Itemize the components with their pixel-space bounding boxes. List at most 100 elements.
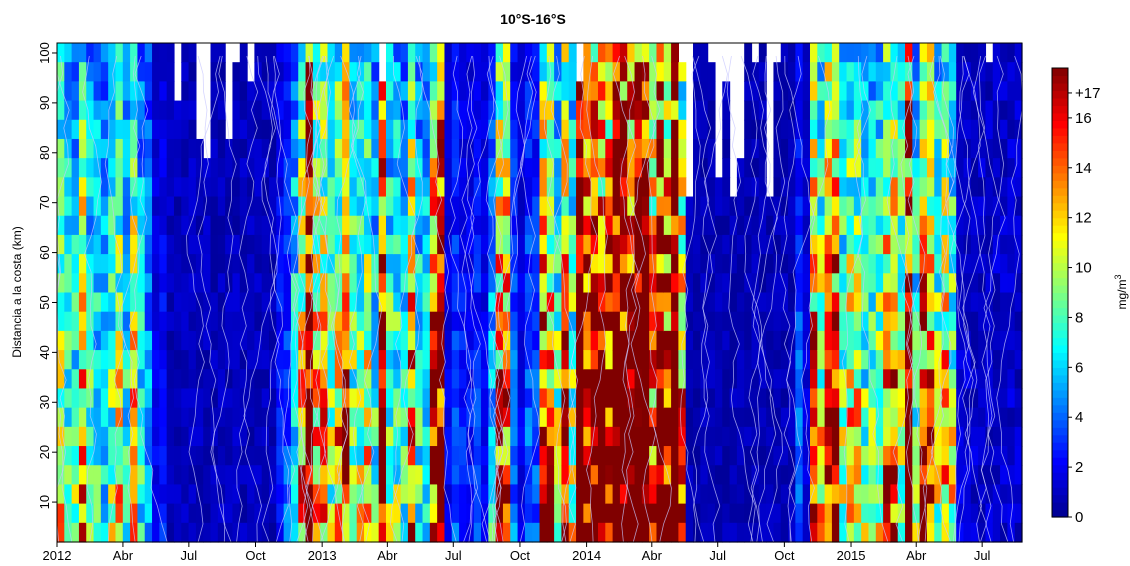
heatmap-cell — [57, 522, 65, 543]
heatmap-cell — [839, 522, 848, 543]
heatmap-cell — [839, 465, 848, 486]
heatmap-cell — [393, 446, 402, 466]
heatmap-cell — [371, 62, 380, 82]
heatmap-cell — [115, 196, 124, 217]
heatmap-cell — [495, 100, 504, 121]
heatmap-cell — [473, 254, 482, 274]
heatmap-cell — [831, 522, 840, 543]
heatmap-cell — [663, 62, 672, 82]
heatmap-cell — [429, 138, 438, 159]
heatmap-cell — [115, 254, 124, 274]
heatmap-cell — [173, 158, 182, 178]
heatmap-cell — [985, 522, 994, 543]
heatmap-cell — [188, 330, 197, 351]
heatmap-cell — [905, 465, 913, 486]
heatmap-cell — [744, 484, 753, 505]
heatmap-cell — [269, 119, 277, 140]
heatmap-cell — [188, 100, 197, 121]
heatmap-cell — [539, 407, 548, 428]
heatmap-cell — [970, 100, 979, 121]
heatmap-cell — [181, 138, 190, 159]
heatmap-cell — [466, 177, 475, 198]
heatmap-cell — [722, 100, 731, 121]
heatmap-cell — [919, 100, 928, 121]
heatmap-cell — [634, 158, 643, 178]
heatmap-cell — [758, 426, 767, 447]
heatmap-cell — [152, 446, 160, 466]
heatmap-cell — [912, 350, 921, 370]
heatmap-cell — [239, 426, 248, 447]
heatmap-cell — [605, 369, 614, 390]
heatmap-cell — [232, 446, 241, 466]
heatmap-cell — [312, 330, 321, 351]
heatmap-cell — [919, 522, 928, 543]
heatmap-cell — [459, 446, 467, 466]
heatmap-cell — [956, 388, 965, 409]
heatmap-cell — [298, 100, 307, 121]
heatmap-cell — [488, 196, 497, 217]
heatmap-cell — [334, 407, 343, 428]
heatmap-cell — [890, 426, 899, 447]
heatmap-cell — [641, 311, 650, 332]
heatmap-cell — [210, 196, 219, 217]
heatmap-cell — [137, 119, 146, 140]
heatmap-cell — [188, 311, 197, 332]
heatmap-cell — [130, 369, 139, 390]
heatmap-cell — [459, 100, 467, 121]
heatmap-cell — [444, 43, 453, 63]
heatmap-cell — [64, 330, 73, 351]
heatmap-cell — [305, 119, 314, 140]
heatmap-cell — [824, 158, 833, 178]
heatmap-cell — [378, 330, 387, 351]
heatmap-cell — [590, 330, 599, 351]
heatmap-cell — [956, 119, 965, 140]
heatmap-cell — [393, 311, 402, 332]
heatmap-cell — [130, 292, 139, 313]
heatmap-cell — [159, 350, 168, 370]
heatmap-cell — [905, 369, 913, 390]
heatmap-cell — [349, 100, 358, 121]
heatmap-cell — [495, 81, 504, 102]
heatmap-cell — [795, 407, 804, 428]
heatmap-cell — [488, 138, 497, 159]
heatmap-cell — [831, 119, 840, 140]
heatmap-cell — [517, 446, 526, 466]
heatmap-cell — [627, 330, 636, 351]
heatmap-cell — [736, 350, 745, 370]
heatmap-cell — [510, 350, 519, 370]
heatmap-cell — [57, 388, 65, 409]
heatmap-cell — [371, 426, 380, 447]
heatmap-cell — [875, 311, 884, 332]
heatmap-cell — [809, 100, 818, 121]
heatmap-cell — [524, 100, 533, 121]
heatmap-cell — [824, 522, 833, 543]
contour-line — [448, 55, 479, 543]
heatmap-cell — [524, 426, 533, 447]
heatmap-cell — [320, 100, 329, 121]
heatmap-cell — [210, 119, 219, 140]
heatmap-cell — [605, 196, 614, 217]
heatmap-cell — [108, 446, 117, 466]
heatmap-cell — [320, 254, 329, 274]
heatmap-cell — [195, 522, 204, 543]
heatmap-cell — [795, 234, 804, 255]
heatmap-cell — [729, 254, 738, 274]
heatmap-cell — [795, 426, 804, 447]
contour-line — [917, 55, 956, 543]
heatmap-cell — [173, 273, 182, 294]
heatmap-cell — [451, 215, 460, 236]
heatmap-cell — [685, 388, 694, 409]
heatmap-cell — [912, 254, 921, 274]
heatmap-cell — [320, 177, 329, 198]
heatmap-cell — [919, 196, 928, 217]
heatmap-cell — [210, 215, 219, 236]
heatmap-cell — [217, 177, 226, 198]
heatmap-cell — [561, 446, 570, 466]
heatmap-cell — [700, 311, 709, 332]
heatmap-cell — [619, 177, 628, 198]
heatmap-cell — [312, 446, 321, 466]
heatmap-cell — [817, 388, 826, 409]
heatmap-cell — [663, 119, 672, 140]
heatmap-cell — [305, 350, 314, 370]
heatmap-cell — [714, 407, 723, 428]
